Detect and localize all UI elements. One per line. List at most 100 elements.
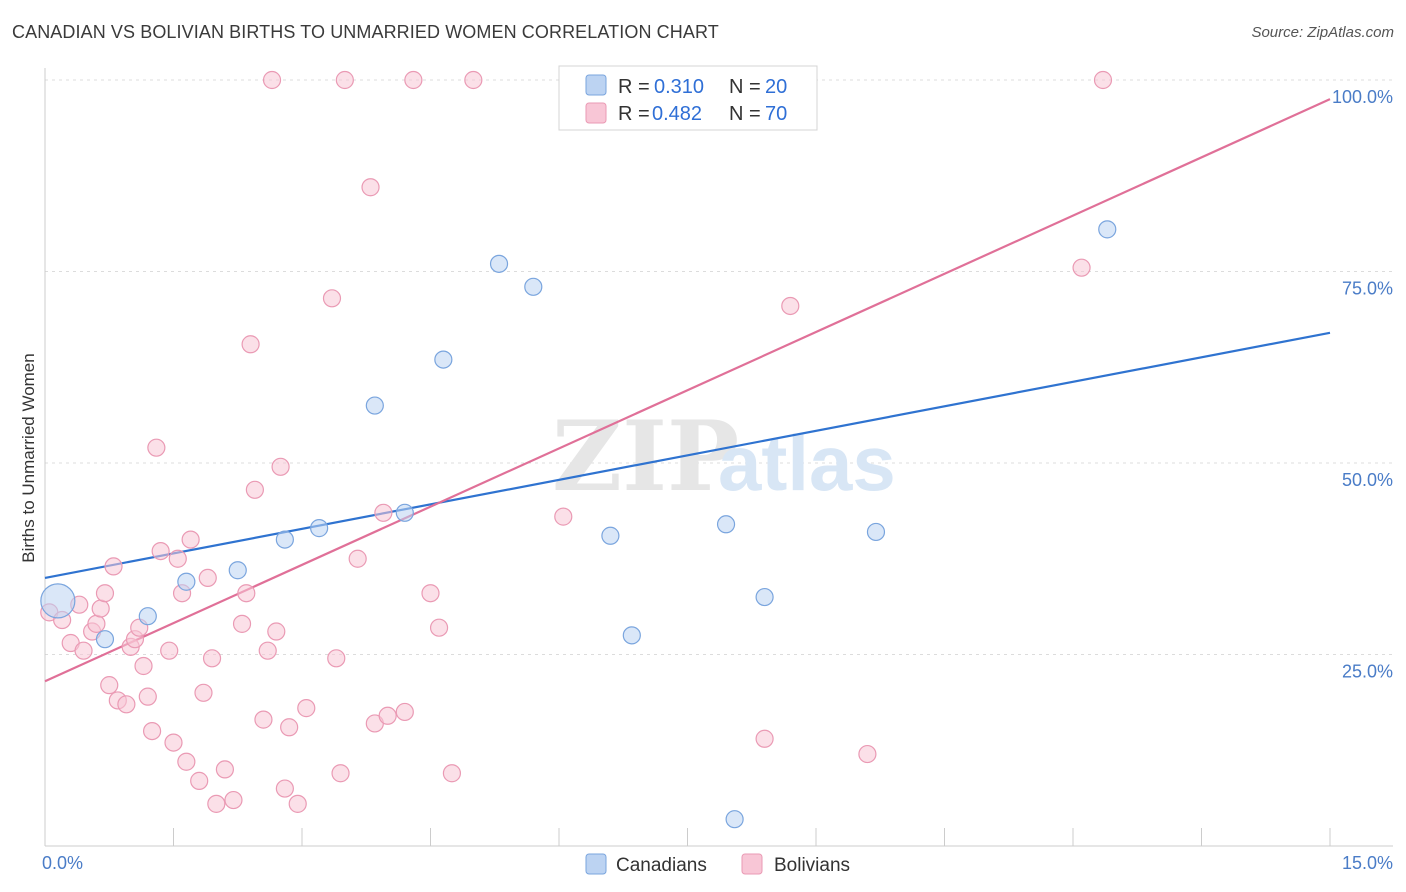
point-canadians-12 — [601, 526, 620, 545]
point-bolivians-9 — [104, 557, 123, 576]
point-bolivians-65 — [1072, 258, 1091, 277]
point-bolivians-40 — [267, 622, 286, 641]
watermark-zip: ZIP — [552, 400, 739, 513]
point-bolivians-19 — [147, 438, 166, 457]
points-layer — [40, 70, 1117, 829]
legend-n-value-canadians: 20 — [765, 76, 787, 98]
point-bolivians-32 — [215, 760, 234, 779]
bottom-legend-swatch-bolivians — [741, 853, 763, 875]
y-axis-label: Births to Unmarried Women — [19, 353, 38, 562]
point-canadians-7 — [365, 396, 384, 415]
trend-line-canadians — [44, 331, 1331, 579]
y-tick-labels: 25.0% 50.0% 75.0% 100.0% — [1332, 87, 1393, 682]
point-bolivians-48 — [331, 764, 350, 783]
y-tick-label-3: 100.0% — [1332, 87, 1393, 107]
point-bolivians-45 — [297, 699, 316, 718]
bottom-legend-label-canadians: Canadians — [616, 855, 707, 876]
point-bolivians-54 — [395, 702, 414, 722]
point-bolivians-51 — [361, 178, 380, 197]
point-bolivians-20 — [151, 541, 170, 561]
point-bolivians-59 — [464, 70, 483, 90]
grid-layer — [45, 79, 1393, 655]
y-tick-label-1: 50.0% — [1342, 470, 1393, 490]
legend-n-label-canadians: N = — [729, 76, 761, 98]
point-bolivians-31 — [207, 794, 226, 813]
x-tick-label-1: 15.0% — [1342, 853, 1393, 873]
point-bolivians-35 — [237, 584, 256, 603]
point-bolivians-46 — [322, 289, 342, 308]
point-bolivians-55 — [404, 70, 423, 90]
point-bolivians-56 — [421, 584, 440, 603]
point-canadians-15 — [716, 515, 736, 534]
point-canadians-3 — [177, 572, 196, 591]
trend-layer — [44, 98, 1331, 683]
point-bolivians-41 — [271, 457, 290, 476]
point-canadians-0 — [40, 583, 76, 619]
point-bolivians-36 — [241, 335, 260, 354]
point-bolivians-47 — [327, 649, 346, 668]
point-bolivians-26 — [181, 530, 200, 549]
chart-title: CANADIAN VS BOLIVIAN BIRTHS TO UNMARRIED… — [12, 22, 719, 42]
legend-r-value-canadians: 0.310 — [654, 76, 704, 98]
point-bolivians-27 — [190, 771, 209, 790]
point-bolivians-7 — [91, 599, 110, 618]
trend-line-bolivians — [44, 98, 1331, 683]
point-bolivians-38 — [258, 641, 277, 660]
point-bolivians-6 — [87, 614, 106, 633]
legend: R = 0.310 N = 20 R = 0.482 N = 70 — [558, 65, 818, 131]
point-canadians-4 — [228, 561, 247, 580]
point-canadians-17 — [755, 587, 774, 607]
y-tick-label-0: 25.0% — [1342, 662, 1393, 682]
point-bolivians-29 — [198, 568, 217, 588]
point-bolivians-57 — [429, 618, 449, 637]
point-canadians-10 — [489, 254, 509, 273]
point-canadians-5 — [275, 530, 294, 549]
point-bolivians-64 — [858, 744, 877, 764]
point-bolivians-33 — [224, 790, 243, 810]
x-tick-labels: 0.0% 15.0% — [42, 853, 1393, 873]
legend-n-label-bolivians: N = — [729, 103, 761, 125]
watermark: ZIP atlas — [552, 400, 896, 513]
legend-r-label-canadians: R = — [618, 76, 650, 98]
point-bolivians-12 — [117, 695, 136, 714]
point-bolivians-30 — [202, 649, 222, 668]
point-bolivians-18 — [142, 721, 162, 741]
point-bolivians-10 — [100, 676, 119, 695]
point-bolivians-34 — [232, 614, 252, 633]
point-canadians-6 — [310, 519, 329, 538]
point-bolivians-50 — [348, 549, 367, 568]
point-canadians-16 — [725, 810, 744, 829]
point-canadians-11 — [524, 277, 543, 296]
point-bolivians-25 — [177, 752, 196, 771]
point-bolivians-69 — [245, 480, 264, 499]
point-canadians-18 — [866, 522, 886, 542]
point-bolivians-63 — [781, 296, 800, 316]
point-bolivians-68 — [374, 503, 393, 522]
point-bolivians-4 — [74, 641, 93, 660]
point-bolivians-66 — [1093, 70, 1113, 90]
axis-layer — [44, 68, 1393, 847]
point-bolivians-22 — [164, 733, 183, 752]
legend-n-value-bolivians: 70 — [765, 103, 787, 125]
point-bolivians-43 — [280, 718, 299, 737]
point-bolivians-42 — [275, 779, 294, 798]
point-bolivians-37 — [254, 710, 273, 729]
point-bolivians-58 — [442, 764, 462, 783]
chart-source: Source: ZipAtlas.com — [1251, 24, 1394, 41]
point-bolivians-67 — [554, 507, 573, 526]
legend-r-label-bolivians: R = — [618, 103, 650, 125]
legend-swatch-bolivians — [585, 102, 607, 124]
legend-r-value-bolivians: 0.482 — [652, 103, 702, 125]
point-bolivians-61 — [755, 729, 774, 748]
point-bolivians-8 — [95, 584, 115, 603]
point-bolivians-39 — [262, 70, 282, 90]
point-bolivians-44 — [288, 794, 307, 813]
point-bolivians-53 — [378, 706, 397, 725]
x-tick-label-0: 0.0% — [42, 853, 83, 873]
y-tick-label-2: 75.0% — [1342, 279, 1393, 299]
point-bolivians-23 — [168, 549, 187, 568]
point-canadians-9 — [434, 350, 453, 369]
bottom-legend-label-bolivians: Bolivians — [774, 855, 850, 876]
point-canadians-8 — [395, 503, 414, 522]
point-canadians-13 — [622, 626, 641, 645]
